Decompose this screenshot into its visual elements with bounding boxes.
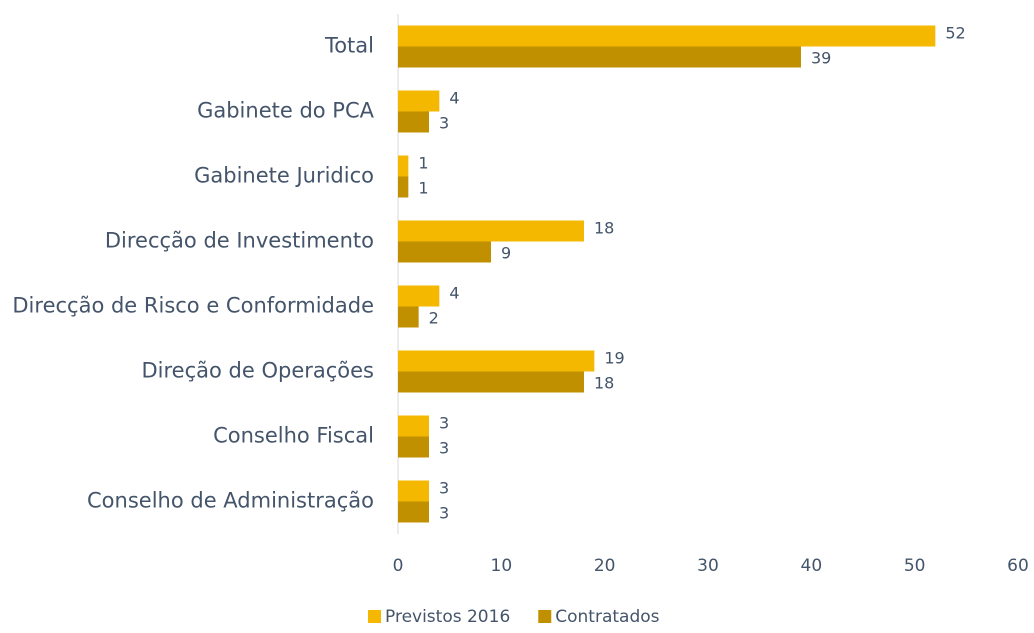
value-label: 18 bbox=[594, 219, 614, 238]
bar bbox=[398, 306, 419, 328]
bar bbox=[398, 46, 801, 68]
value-label: 3 bbox=[439, 504, 449, 523]
category-label: Gabinete Juridico bbox=[194, 164, 374, 188]
x-tick-label: 20 bbox=[594, 556, 616, 576]
bar bbox=[398, 285, 440, 307]
category-label: Gabinete do PCA bbox=[197, 99, 375, 123]
bar bbox=[398, 350, 595, 372]
bar bbox=[398, 155, 409, 177]
x-tick-label: 60 bbox=[1007, 556, 1029, 576]
value-label: 19 bbox=[604, 349, 624, 368]
bar bbox=[398, 176, 409, 198]
x-tick-label: 10 bbox=[491, 556, 513, 576]
value-label: 2 bbox=[429, 309, 439, 328]
x-tick-label: 50 bbox=[904, 556, 926, 576]
bar bbox=[398, 241, 491, 263]
value-label: 4 bbox=[449, 89, 459, 108]
bar bbox=[398, 415, 429, 437]
value-label: 3 bbox=[439, 114, 449, 133]
legend-swatch bbox=[368, 610, 381, 623]
value-label: 18 bbox=[594, 374, 614, 393]
category-label: Conselho Fiscal bbox=[213, 424, 374, 448]
legend-label: Contratados bbox=[555, 607, 659, 627]
value-label: 1 bbox=[418, 179, 428, 198]
x-tick-label: 0 bbox=[393, 556, 404, 576]
value-label: 39 bbox=[811, 49, 831, 68]
category-label: Conselho de Administração bbox=[87, 489, 374, 513]
x-tick-label: 40 bbox=[801, 556, 823, 576]
value-label: 3 bbox=[439, 479, 449, 498]
legend-swatch bbox=[538, 610, 552, 623]
legend-label: Previstos 2016 bbox=[385, 607, 510, 627]
category-label: Total bbox=[324, 34, 374, 58]
category-label: Direcção de Investimento bbox=[105, 229, 374, 253]
bar bbox=[398, 436, 429, 458]
value-label: 4 bbox=[449, 284, 459, 303]
category-label: Direcção de Risco e Conformidade bbox=[12, 294, 374, 318]
bar bbox=[398, 501, 429, 523]
value-label: 3 bbox=[439, 439, 449, 458]
category-label: Direção de Operações bbox=[142, 359, 375, 383]
value-label: 52 bbox=[945, 24, 965, 43]
value-label: 1 bbox=[418, 154, 428, 173]
bar bbox=[398, 220, 584, 242]
bar bbox=[398, 111, 429, 133]
bar bbox=[398, 480, 429, 502]
bar bbox=[398, 25, 936, 47]
bar bbox=[398, 371, 584, 393]
x-tick-label: 30 bbox=[697, 556, 719, 576]
value-label: 9 bbox=[501, 244, 511, 263]
value-label: 3 bbox=[439, 414, 449, 433]
bar bbox=[398, 90, 440, 112]
